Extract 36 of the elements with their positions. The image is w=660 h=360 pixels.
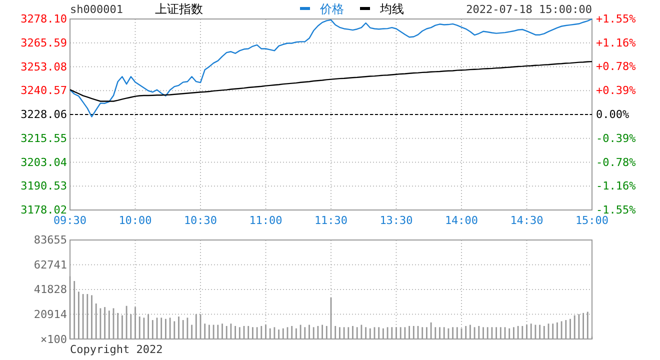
- line-series: [69, 18, 593, 118]
- y-tick-label: 62741: [34, 258, 67, 272]
- legend-label: 价格: [319, 2, 344, 16]
- y2-tick-label: -0.39%: [596, 132, 636, 146]
- y-tick-label: 3190.53: [20, 180, 67, 193]
- y2-tick-label: 0.00%: [596, 108, 630, 122]
- y-tick-label: 3228.06: [20, 108, 67, 122]
- legend-label: 均线: [379, 2, 404, 16]
- x-tick-label: 10:30: [184, 214, 218, 227]
- x-tick-label: 14:30: [510, 214, 544, 227]
- y2-tick-label: -1.16%: [596, 179, 636, 192]
- y-tick-label: 83655: [34, 234, 67, 247]
- x-tick-label: 14:00: [444, 214, 478, 227]
- y-tick-label: 3215.55: [20, 132, 67, 145]
- x-tick-label: 11:30: [314, 214, 348, 227]
- chart-title: 上证指数: [155, 2, 203, 16]
- x-tick-label: 11:00: [249, 214, 282, 227]
- line-series: [69, 60, 593, 102]
- x-tick-label: 10:00: [118, 214, 152, 227]
- text: 2022-07-18 15:00:00: [466, 3, 592, 16]
- y2-tick-label: +1.55%: [596, 12, 636, 26]
- y-tick-label: 3265.59: [20, 36, 67, 50]
- x-tick-label: 13:30: [380, 214, 413, 227]
- y-tick-label: 20914: [34, 308, 68, 321]
- y2-tick-label: +1.16%: [596, 36, 636, 50]
- y-tick-label: 3203.04: [20, 156, 68, 169]
- y-tick-label: 41828: [34, 283, 67, 296]
- y-tick-label: 3240.57: [20, 84, 67, 98]
- y-tick-label: 3278.10: [20, 12, 67, 26]
- y2-tick-label: -0.78%: [596, 156, 636, 170]
- y2-tick-label: +0.39%: [596, 84, 636, 97]
- y-tick-label: 3253.08: [20, 60, 67, 74]
- text: sh000001: [70, 3, 123, 16]
- y-axis-title: ×100: [40, 333, 67, 346]
- y2-tick-label: +0.78%: [596, 60, 636, 73]
- text: Copyright 2022: [70, 343, 163, 356]
